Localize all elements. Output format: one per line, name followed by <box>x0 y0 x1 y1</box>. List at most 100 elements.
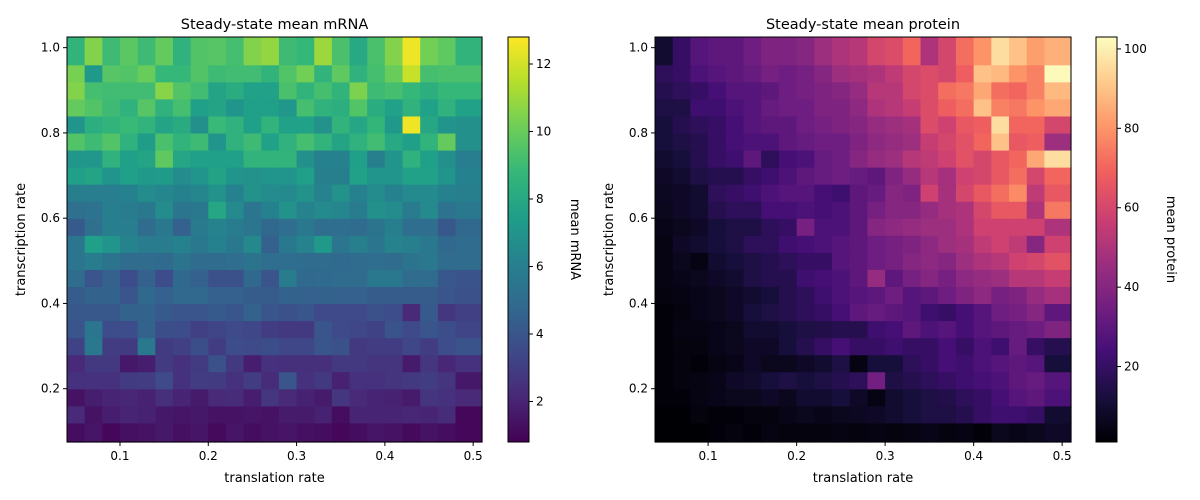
mrna-heatmap-cell <box>314 388 333 407</box>
mrna-heatmap-cell <box>190 405 209 424</box>
mrna-heatmap-cell <box>455 115 483 134</box>
mrna-heatmap-cell <box>278 37 298 66</box>
protein-heatmap-cell <box>973 303 992 322</box>
mrna-heatmap-cell <box>296 388 315 407</box>
mrna-heatmap-cell <box>455 37 483 66</box>
mrna-heatmap-cell <box>155 201 174 219</box>
mrna-heatmap-cell <box>331 218 351 236</box>
mrna-heatmap-cell <box>455 218 483 236</box>
protein-heatmap-cell <box>672 37 691 66</box>
protein-heatmap-cell <box>991 218 1010 236</box>
mrna-heatmap-cell <box>243 337 262 356</box>
protein-heatmap-cell <box>778 64 798 83</box>
mrna-heatmap-cell <box>349 37 368 66</box>
mrna-heatmap-cell <box>102 37 121 66</box>
protein-heatmap-cell <box>796 354 815 373</box>
protein-heatmap-cell <box>778 320 798 339</box>
mrna-heatmap-cell <box>155 371 174 390</box>
protein-heatmap-cell <box>761 320 780 339</box>
protein-heatmap-cell <box>672 286 691 305</box>
mrna-heatmap-cell <box>384 115 404 134</box>
protein-heatmap-cell <box>991 388 1010 407</box>
mrna-heatmap-cell <box>261 132 280 151</box>
protein-heatmap-cell <box>867 354 886 373</box>
protein-heatmap-cell <box>1026 64 1046 83</box>
protein-heatmap-cell <box>672 132 691 151</box>
protein-heatmap-cell <box>991 132 1010 151</box>
protein-heatmap-cell <box>867 303 886 322</box>
mrna-heatmap-cell <box>102 184 121 202</box>
mrna-heatmap-cell <box>190 64 209 83</box>
protein-heatmap-cell <box>1009 235 1028 253</box>
protein-heatmap-cell <box>814 252 833 270</box>
protein-colorbar-frame <box>1095 36 1118 443</box>
protein-heatmap-cell <box>743 37 762 66</box>
mrna-heatmap-cell <box>243 184 262 202</box>
protein-heatmap-cell <box>725 354 745 373</box>
protein-heatmap-cell <box>849 132 869 151</box>
mrna-heatmap-cell <box>102 235 121 253</box>
protein-heatmap-cell <box>814 64 833 83</box>
mrna-heatmap-cell <box>172 388 192 407</box>
mrna-heatmap-cell <box>172 218 192 236</box>
mrna-heatmap-cell <box>84 184 103 202</box>
mrna-heatmap-cell <box>349 132 368 151</box>
protein-heatmap-cell <box>796 371 815 390</box>
mrna-heatmap-cell <box>172 37 192 66</box>
mrna-heatmap-cell <box>314 81 333 100</box>
mrna-heatmap-cell <box>314 115 333 134</box>
protein-heatmap-cell <box>796 388 815 407</box>
protein-heatmap-cell <box>761 149 780 168</box>
mrna-heatmap-cell <box>384 337 404 356</box>
protein-heatmap-cell <box>725 269 745 287</box>
mrna-heatmap-cell <box>349 354 368 373</box>
protein-heatmap-cell <box>955 132 975 151</box>
mrna-heatmap-cell <box>225 337 245 356</box>
protein-heatmap-cell <box>778 286 798 305</box>
mrna-heatmap-cell <box>67 184 86 202</box>
protein-heatmap-cell <box>885 269 904 287</box>
protein-heatmap-cell <box>867 37 886 66</box>
protein-heatmap-cell <box>973 388 992 407</box>
protein-heatmap-cell <box>672 405 691 424</box>
protein-heatmap-cell <box>867 337 886 356</box>
mrna-heatmap-cell <box>190 286 209 305</box>
protein-heatmap-cell <box>867 81 886 100</box>
mrna-heatmap-cell <box>119 64 139 83</box>
protein-heatmap-cell <box>885 167 904 185</box>
mrna-heatmap-cell <box>190 371 209 390</box>
mrna-heatmap-cell <box>243 354 262 373</box>
mrna-heatmap-cell <box>349 201 368 219</box>
mrna-heatmap-cell <box>67 422 86 443</box>
protein-heatmap-cell <box>938 320 957 339</box>
protein-heatmap-cell <box>1009 201 1028 219</box>
mrna-heatmap-cell <box>261 184 280 202</box>
mrna-heatmap-cell <box>155 81 174 100</box>
mrna-heatmap-cell <box>84 201 103 219</box>
mrna-heatmap-cell <box>402 98 421 117</box>
mrna-heatmap-cell <box>243 235 262 253</box>
mrna-heatmap-cell <box>137 64 156 83</box>
mrna-heatmap-cell <box>172 405 192 424</box>
mrna-colorbar-tick-label: 2 <box>536 395 544 409</box>
protein-heatmap-cell <box>902 371 922 390</box>
protein-heatmap-cell <box>814 115 833 134</box>
protein-heatmap-cell <box>1009 303 1028 322</box>
mrna-heatmap-cell <box>137 422 156 443</box>
protein-heatmap-cell <box>1009 269 1028 287</box>
mrna-colorbar-tick-label: 10 <box>536 125 551 139</box>
mrna-chart-title: Steady-state mean mRNA <box>181 17 369 33</box>
mrna-heatmap-cell <box>119 98 139 117</box>
mrna-heatmap-cell <box>420 337 439 356</box>
mrna-heatmap-cell <box>190 252 209 270</box>
protein-heatmap-cell <box>938 235 957 253</box>
mrna-heatmap-cell <box>420 235 439 253</box>
mrna-heatmap-cell <box>225 218 245 236</box>
protein-heatmap-cell <box>955 218 975 236</box>
mrna-heatmap-cell <box>172 286 192 305</box>
protein-heatmap-cell <box>725 320 745 339</box>
mrna-heatmap-cell <box>367 81 386 100</box>
protein-heatmap-cell <box>849 269 869 287</box>
protein-heatmap-cell <box>690 252 709 270</box>
protein-heatmap-cell <box>690 320 709 339</box>
